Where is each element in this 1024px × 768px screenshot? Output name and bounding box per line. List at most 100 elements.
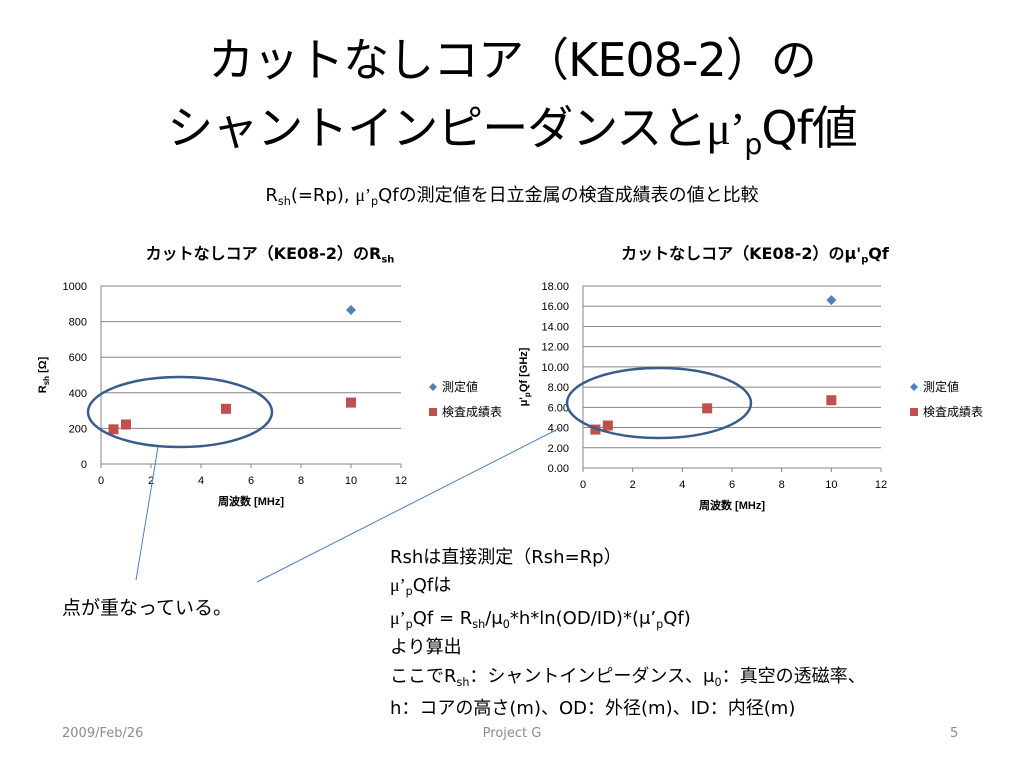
note3-c: /μ bbox=[485, 608, 503, 629]
note5-b: ：シャントインピーダンス、μ bbox=[469, 666, 715, 687]
y-tick-label: 12.00 bbox=[541, 342, 569, 354]
chart2-title-main: カットなしコア（KE08-2）のμ' bbox=[621, 244, 862, 263]
x-axis-label: 周波数 [MHz] bbox=[699, 498, 765, 512]
data-point-inspection bbox=[702, 403, 713, 414]
legend-label: 検査成績表 bbox=[442, 405, 502, 419]
note2-mu: μ’ bbox=[390, 575, 406, 595]
x-tick-label: 10 bbox=[345, 475, 357, 487]
footer-date: 2009/Feb/26 bbox=[62, 726, 144, 741]
note5-0: 0 bbox=[714, 675, 722, 689]
x-tick-label: 12 bbox=[395, 475, 407, 487]
note3-a: μ’ bbox=[390, 608, 406, 628]
note3-e: Qf) bbox=[663, 608, 691, 629]
x-tick-label: 0 bbox=[98, 475, 104, 487]
data-point-inspection bbox=[221, 403, 231, 414]
legend-marker-measured bbox=[910, 383, 918, 391]
x-tick-label: 0 bbox=[580, 479, 586, 491]
note5-c: ：真空の透磁率、 bbox=[721, 666, 866, 687]
chart-2: 0.002.004.006.008.0010.0012.0014.0016.00… bbox=[518, 281, 983, 512]
data-point-inspection bbox=[826, 395, 837, 406]
subtitle-rest: Qfの測定値を日立金属の検査成績表の値と比較 bbox=[378, 185, 759, 206]
chart1-title-main: カットなしコア（KE08-2）のR bbox=[145, 244, 382, 263]
legend-label: 測定値 bbox=[923, 379, 959, 394]
y-axis-label: μ'pQf [GHz] bbox=[518, 347, 532, 406]
callout-text: 点が重なっている。 bbox=[62, 597, 233, 619]
subtitle-p: p bbox=[370, 194, 379, 208]
x-tick-label: 8 bbox=[298, 475, 304, 487]
chart-1: 0 200 400 600 800 1000 0 2 4 6 8 10 12 周波数 [MHz] Rsh [… bbox=[37, 281, 502, 508]
data-point-measured bbox=[346, 305, 356, 316]
footer-page: 5 bbox=[950, 726, 959, 741]
note2-rest: Qfは bbox=[412, 575, 452, 596]
x-tick-label: 12 bbox=[875, 479, 887, 491]
note3-d: *h*ln(OD/ID)*(μ’ bbox=[509, 608, 657, 629]
note3-p2: p bbox=[656, 617, 664, 631]
slide-title-line1: カットなしコア（KE08-2）の bbox=[208, 33, 817, 87]
title-mu: μ’ bbox=[706, 103, 745, 154]
note3-sh: sh bbox=[472, 617, 486, 631]
subtitle-r: R bbox=[265, 185, 278, 206]
title-qf: Qf値 bbox=[761, 101, 857, 155]
y-tick-label: 0.00 bbox=[548, 463, 569, 475]
note-line3: μ’pQf = Rsh/μ0*h*ln(OD/ID)*(μ’pQf) bbox=[390, 607, 691, 636]
note2-p: p bbox=[405, 584, 413, 598]
y-axis-label: Rsh [Ω] bbox=[37, 356, 51, 393]
callout-line-2 bbox=[256, 427, 561, 583]
x-tick-label: 4 bbox=[679, 479, 685, 491]
x-tick-label: 2 bbox=[630, 479, 636, 491]
note-line6: h：コアの高さ(m)、OD：外径(m)、ID：内径(m) bbox=[390, 698, 796, 719]
legend-marker-inspection bbox=[429, 408, 437, 416]
slide-title-line2: シャントインピーダンスとμ’pQf値 bbox=[0, 98, 1024, 175]
note-line1: Rshは直接測定（Rsh=Rp） bbox=[390, 547, 622, 568]
x-tick-label: 8 bbox=[779, 479, 785, 491]
data-point-measured bbox=[826, 295, 837, 306]
x-tick-label: 4 bbox=[198, 475, 204, 487]
note3-0: 0 bbox=[502, 617, 510, 631]
x-tick-label: 6 bbox=[248, 475, 254, 487]
x-tick-label: 2 bbox=[148, 475, 154, 487]
data-point-inspection bbox=[602, 420, 613, 431]
subtitle: Rsh(=Rp), μ’pQfの測定値を日立金属の検査成績表の値と比較 bbox=[0, 181, 1024, 208]
title-sub-p: p bbox=[744, 127, 762, 161]
x-tick-label: 6 bbox=[729, 479, 735, 491]
note5-a: ここでR bbox=[390, 666, 457, 687]
legend-marker-measured bbox=[429, 383, 437, 391]
legend-marker-inspection bbox=[910, 408, 918, 416]
legend-label: 検査成績表 bbox=[923, 405, 983, 419]
note-line4: より算出 bbox=[390, 637, 462, 658]
y-tick-label: 400 bbox=[69, 388, 87, 400]
chart1-title: カットなしコア（KE08-2）のRsh bbox=[80, 240, 460, 265]
x-axis-label: 周波数 [MHz] bbox=[218, 494, 284, 508]
chart1-title-sub: sh bbox=[381, 254, 395, 266]
data-point-inspection bbox=[108, 424, 119, 435]
x-tick-label: 10 bbox=[825, 479, 837, 491]
chart2-title-sub: p bbox=[861, 254, 869, 266]
title-text: シャントインピーダンスと bbox=[167, 101, 707, 155]
chart2-title: カットなしコア（KE08-2）のμ'pQf bbox=[560, 240, 950, 265]
note5-sh: sh bbox=[456, 675, 470, 689]
y-tick-label: 6.00 bbox=[548, 402, 569, 414]
y-tick-label: 200 bbox=[69, 423, 87, 435]
highlight-ellipse-muqf bbox=[565, 366, 753, 440]
subtitle-mid: (=Rp), bbox=[290, 185, 356, 206]
note-line5: ここでRsh：シャントインピーダンス、μ0：真空の透磁率、 bbox=[390, 666, 866, 694]
subtitle-sh: sh bbox=[277, 194, 291, 208]
legend-label: 測定値 bbox=[442, 379, 478, 394]
note3-b: Qf = R bbox=[412, 608, 473, 629]
subtitle-mu: μ’ bbox=[355, 185, 371, 205]
footer-project: Project G bbox=[482, 726, 542, 741]
note-line2: μ’pQfは bbox=[390, 574, 451, 603]
note3-p: p bbox=[405, 617, 413, 631]
callout-line-1 bbox=[135, 446, 159, 581]
y-tick-label: 16.00 bbox=[541, 301, 569, 313]
y-tick-label: 10.00 bbox=[541, 362, 569, 374]
data-point-inspection bbox=[346, 397, 356, 408]
data-point-inspection bbox=[121, 419, 131, 430]
y-tick-label: 0 bbox=[81, 459, 87, 471]
y-tick-label: 600 bbox=[69, 352, 87, 364]
y-tick-label: 8.00 bbox=[548, 382, 569, 394]
chart2-title-rest: Qf bbox=[868, 244, 889, 263]
y-tick-label: 1000 bbox=[63, 281, 87, 293]
y-tick-label: 14.00 bbox=[541, 321, 569, 333]
